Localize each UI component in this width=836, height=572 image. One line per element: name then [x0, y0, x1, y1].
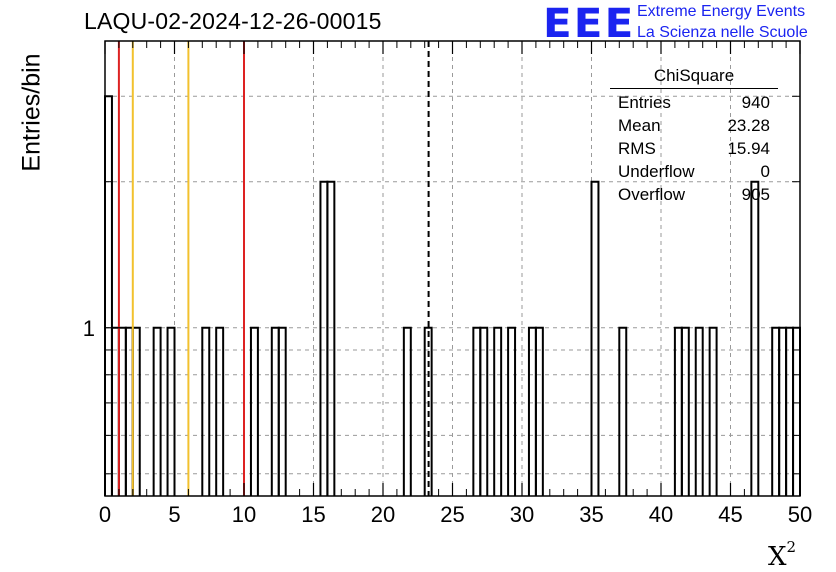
- x-axis-label: X2: [768, 538, 796, 572]
- histogram-bin: [527, 326, 537, 496]
- x-axis-label-base: X: [768, 542, 787, 572]
- x-tick-label: 10: [232, 502, 256, 527]
- histogram-bin: [750, 180, 760, 496]
- histogram-bin: [792, 326, 801, 496]
- logo-tagline-line1: Extreme Energy Events: [637, 3, 806, 20]
- histogram-bin: [680, 326, 690, 496]
- tick-labels: 0 5 10 15 20 25 30 35 40 45 50 1: [83, 316, 812, 527]
- histogram-bin: [326, 180, 336, 496]
- stats-row-overflow: Overflow 905: [610, 183, 778, 206]
- histogram-bin: [201, 326, 211, 496]
- x-tick-label: 15: [301, 502, 325, 527]
- x-axis-label-superscript: 2: [786, 538, 797, 556]
- stats-title: ChiSquare: [610, 66, 778, 89]
- histogram-bin: [124, 326, 134, 496]
- stats-value: 905: [741, 185, 770, 204]
- x-tick-label: 5: [168, 502, 180, 527]
- histogram-bin: [778, 326, 788, 496]
- histogram-bin: [215, 326, 225, 496]
- histogram-bin: [507, 326, 517, 496]
- stats-value: 23.28: [727, 116, 770, 135]
- histogram-bin: [249, 326, 259, 496]
- x-tick-label: 50: [788, 502, 812, 527]
- histogram-title: LAQU-02-2024-12-26-00015: [84, 8, 382, 34]
- histogram-bin: [277, 326, 287, 496]
- stats-row-mean: Mean 23.28: [610, 114, 778, 137]
- stats-value: 15.94: [727, 139, 770, 158]
- histogram-bin: [493, 326, 503, 496]
- stats-label: Underflow: [618, 162, 695, 181]
- stats-label: RMS: [618, 139, 656, 158]
- histogram-bin: [785, 326, 795, 496]
- stats-row-underflow: Underflow 0: [610, 160, 778, 183]
- eee-logo: EEE: [543, 1, 636, 47]
- histogram-bin: [104, 95, 113, 496]
- histogram-bin: [152, 326, 162, 496]
- histogram-bin: [479, 326, 489, 496]
- y-tick-label: 1: [83, 316, 95, 341]
- stats-label: Entries: [618, 93, 671, 112]
- x-tick-label: 35: [579, 502, 603, 527]
- histogram-bin: [117, 326, 127, 496]
- histogram-bin: [270, 326, 280, 496]
- logo-tagline-line2: La Scienza nelle Scuole: [637, 24, 808, 41]
- histogram-bin: [590, 180, 600, 496]
- reference-lines: [117, 41, 430, 496]
- axis-ticks: [104, 41, 801, 496]
- x-tick-label: 30: [510, 502, 534, 527]
- histogram-bin: [618, 326, 628, 496]
- stats-label: Overflow: [618, 185, 686, 204]
- histogram-bin: [131, 326, 141, 496]
- histogram-bin: [708, 326, 718, 496]
- histogram-bin: [402, 326, 412, 496]
- x-tick-label: 40: [649, 502, 673, 527]
- histogram-bin: [472, 326, 482, 496]
- x-tick-label: 20: [371, 502, 395, 527]
- x-tick-label: 45: [718, 502, 742, 527]
- stats-box: ChiSquare Entries 940 Mean 23.28 RMS 15.94 …: [610, 66, 778, 206]
- histogram-bin: [423, 326, 433, 496]
- stats-label: Mean: [618, 116, 661, 135]
- histogram-bin: [534, 326, 544, 496]
- histogram-bin: [694, 326, 704, 496]
- stats-row-entries: Entries 940: [610, 91, 778, 114]
- histogram-bin: [110, 326, 120, 496]
- stats-value: 0: [760, 162, 770, 181]
- histogram-bin: [319, 180, 329, 496]
- x-tick-label: 25: [440, 502, 464, 527]
- stats-value: 940: [741, 93, 770, 112]
- x-tick-label: 0: [99, 502, 111, 527]
- histogram-bin: [771, 326, 781, 496]
- histogram-bin: [166, 326, 176, 496]
- stats-row-rms: RMS 15.94: [610, 137, 778, 160]
- histogram-bin: [673, 326, 683, 496]
